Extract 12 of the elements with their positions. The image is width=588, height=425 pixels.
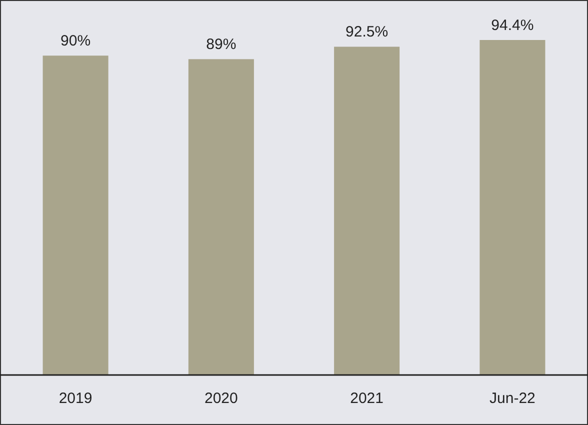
bar	[480, 40, 546, 375]
x-tick-label: 2020	[204, 390, 238, 407]
data-label: 94.4%	[491, 17, 534, 34]
x-tick-label: 2019	[58, 390, 92, 407]
x-tick-label: 2021	[350, 390, 384, 407]
data-label: 89%	[206, 36, 236, 54]
x-tick-label: Jun-22	[490, 390, 536, 407]
bar	[188, 59, 254, 375]
bar	[42, 56, 108, 375]
data-label: 90%	[60, 32, 91, 50]
bar	[334, 46, 400, 375]
data-label: 92.5%	[346, 24, 388, 41]
